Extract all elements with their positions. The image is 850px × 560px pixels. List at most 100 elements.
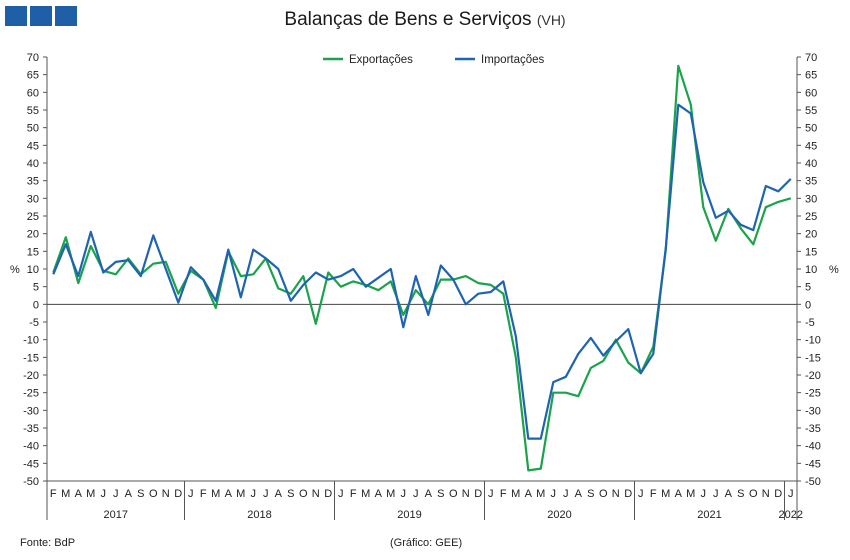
- x-month-label: A: [125, 488, 133, 500]
- x-month-label: A: [225, 488, 233, 500]
- y-tick-label-left: 55: [27, 105, 39, 117]
- x-month-label: D: [474, 488, 482, 500]
- x-month-label: J: [488, 488, 494, 500]
- y-tick-label-left: 35: [27, 176, 39, 188]
- x-month-label: O: [449, 488, 458, 500]
- x-year-label: 2018: [247, 509, 271, 521]
- x-month-label: D: [174, 488, 182, 500]
- y-tick-label-right: 50: [805, 123, 817, 135]
- y-tick-label-right: 25: [805, 211, 817, 223]
- y-axis-label-left: %: [10, 264, 20, 276]
- y-tick-label-right: -50: [805, 476, 821, 488]
- x-month-label: J: [701, 488, 707, 500]
- x-month-label: M: [236, 488, 245, 500]
- y-axis-label-right: %: [829, 264, 839, 276]
- x-year-label: 2022: [779, 509, 803, 521]
- y-tick-label-left: 65: [27, 70, 39, 82]
- x-month-label: N: [162, 488, 170, 500]
- x-month-label: M: [86, 488, 95, 500]
- x-month-label: M: [211, 488, 220, 500]
- x-month-label: D: [774, 488, 782, 500]
- y-tick-label-left: -15: [23, 352, 39, 364]
- y-tick-label-right: 40: [805, 158, 817, 170]
- x-month-label: J: [551, 488, 557, 500]
- x-month-label: F: [200, 488, 207, 500]
- x-month-label: J: [563, 488, 569, 500]
- x-month-label: N: [312, 488, 320, 500]
- x-month-label: A: [525, 488, 533, 500]
- y-tick-label-right: 65: [805, 70, 817, 82]
- logo-block: [55, 6, 77, 26]
- y-tick-label-right: 35: [805, 176, 817, 188]
- y-tick-label-right: 60: [805, 87, 817, 99]
- x-year-label: 2019: [397, 509, 421, 521]
- y-tick-label-right: -35: [805, 423, 821, 435]
- y-tick-label-right: 10: [805, 264, 817, 276]
- x-month-label: J: [113, 488, 119, 500]
- x-month-label: M: [686, 488, 695, 500]
- x-month-label: M: [536, 488, 545, 500]
- series-line-exportações: [52, 64, 792, 472]
- x-month-label: J: [401, 488, 407, 500]
- legend-label: Exportações: [349, 54, 413, 66]
- x-month-label: F: [350, 488, 357, 500]
- x-month-label: M: [661, 488, 670, 500]
- y-tick-label-left: 45: [27, 140, 39, 152]
- x-month-label: A: [425, 488, 433, 500]
- y-tick-label-right: -5: [805, 317, 815, 329]
- y-tick-label-left: -20: [23, 370, 39, 382]
- y-tick-label-right: 45: [805, 140, 817, 152]
- x-month-label: N: [612, 488, 620, 500]
- x-month-label: S: [137, 488, 144, 500]
- x-month-label: A: [275, 488, 283, 500]
- y-tick-label-right: -45: [805, 458, 821, 470]
- brand-logo: [5, 6, 77, 26]
- y-tick-label-right: 20: [805, 229, 817, 241]
- y-tick-label-left: 60: [27, 87, 39, 99]
- y-tick-label-left: 40: [27, 158, 39, 170]
- y-tick-label-left: 70: [27, 52, 39, 64]
- y-tick-label-left: -30: [23, 405, 39, 417]
- y-tick-label-right: 0: [805, 299, 811, 311]
- y-tick-label-right: 5: [805, 282, 811, 294]
- series-line-importações: [52, 103, 792, 440]
- x-month-label: F: [500, 488, 507, 500]
- x-month-label: A: [725, 488, 733, 500]
- x-month-label: M: [61, 488, 70, 500]
- y-tick-label-left: -35: [23, 423, 39, 435]
- x-month-label: A: [75, 488, 83, 500]
- y-tick-label-right: 55: [805, 105, 817, 117]
- x-month-label: O: [299, 488, 308, 500]
- x-year-label: 2017: [104, 509, 128, 521]
- logo-block: [30, 6, 52, 26]
- x-year-label: 2021: [697, 509, 721, 521]
- x-month-label: J: [638, 488, 644, 500]
- x-month-label: D: [324, 488, 332, 500]
- y-tick-label-left: 15: [27, 246, 39, 258]
- chart-title: Balanças de Bens e Serviços: [284, 9, 532, 30]
- x-month-label: M: [386, 488, 395, 500]
- y-tick-label-left: 25: [27, 211, 39, 223]
- x-month-label: S: [737, 488, 744, 500]
- x-month-label: M: [361, 488, 370, 500]
- y-tick-label-right: -10: [805, 335, 821, 347]
- x-month-label: F: [50, 488, 57, 500]
- y-tick-label-left: -25: [23, 388, 39, 400]
- y-tick-label-right: 30: [805, 193, 817, 205]
- chart-subtitle: (VH): [536, 12, 566, 28]
- x-month-label: F: [650, 488, 657, 500]
- y-tick-label-left: -50: [23, 476, 39, 488]
- y-tick-label-left: -45: [23, 458, 39, 470]
- x-month-label: A: [575, 488, 583, 500]
- x-month-label: M: [511, 488, 520, 500]
- y-tick-label-left: 10: [27, 264, 39, 276]
- y-tick-label-right: -40: [805, 441, 821, 453]
- y-tick-label-left: 50: [27, 123, 39, 135]
- x-month-label: S: [287, 488, 294, 500]
- x-month-label: O: [599, 488, 608, 500]
- x-month-label: J: [413, 488, 419, 500]
- y-tick-label-right: 70: [805, 52, 817, 64]
- x-month-label: O: [749, 488, 758, 500]
